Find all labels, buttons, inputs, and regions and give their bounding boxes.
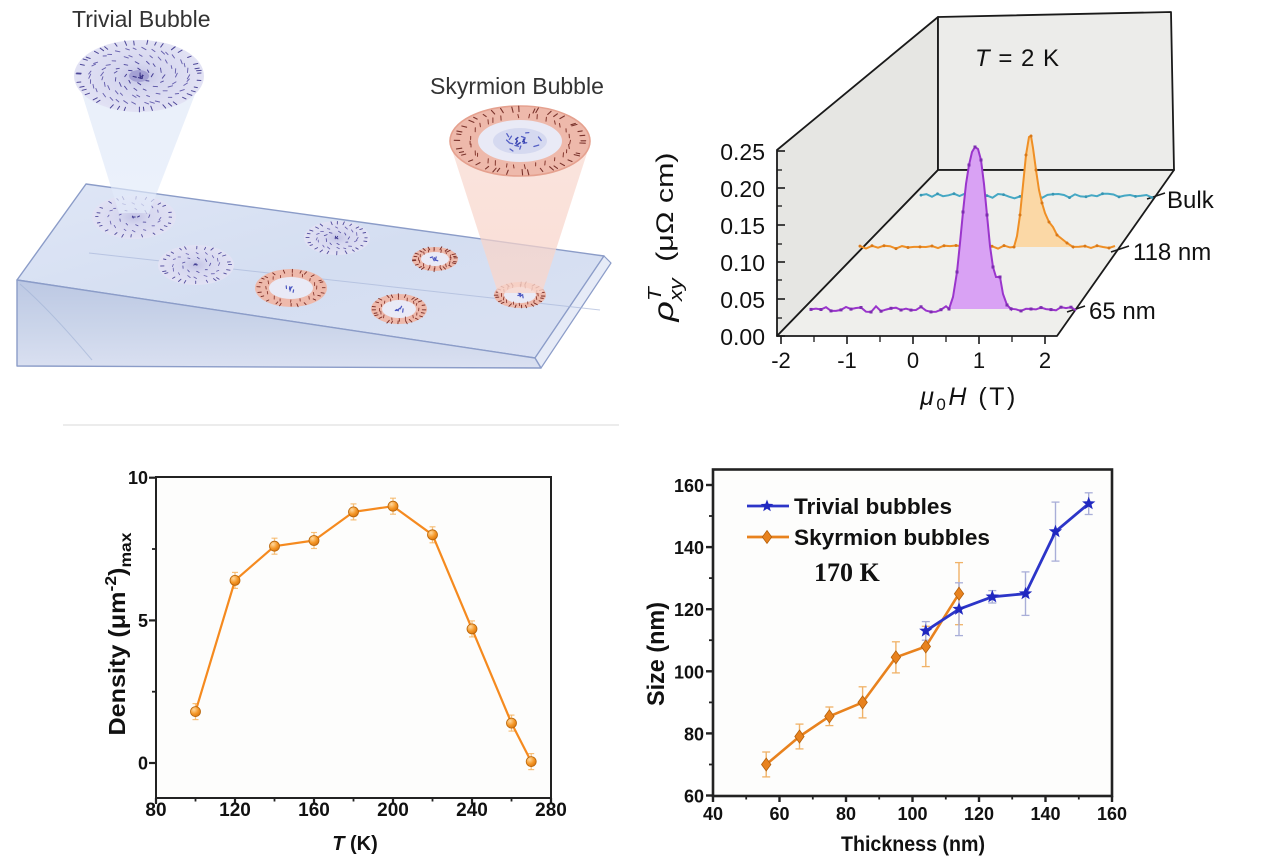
svg-text:160: 160 [674,476,704,496]
svg-text:120: 120 [219,800,251,821]
svg-text:0.05: 0.05 [720,287,765,313]
svg-text:Trivial Bubble: Trivial Bubble [72,6,210,32]
svg-text:60: 60 [684,787,704,807]
svg-text:-2: -2 [771,348,791,373]
svg-text:200: 200 [377,800,409,821]
svg-text:100: 100 [674,662,704,682]
svg-text:160: 160 [1097,804,1127,824]
svg-text:Bulk: Bulk [1167,187,1215,214]
svg-text:140: 140 [674,538,704,558]
svg-text:5: 5 [138,611,148,631]
svg-text:10: 10 [128,468,148,488]
svg-text:65 nm: 65 nm [1089,298,1156,325]
svg-text:0.00: 0.00 [720,324,765,350]
svg-text:0: 0 [907,348,919,373]
svg-text:Trivial bubbles: Trivial bubbles [794,494,952,519]
svg-text:160: 160 [298,800,330,821]
svg-text:80: 80 [684,724,704,744]
svg-text:2: 2 [1039,348,1051,373]
svg-text:Thickness (nm): Thickness (nm) [841,833,985,856]
svg-text:0.10: 0.10 [720,250,765,276]
svg-text:0.25: 0.25 [720,139,765,165]
svg-text:Skyrmion bubbles: Skyrmion bubbles [794,525,990,550]
svg-text:240: 240 [456,800,488,821]
svg-text:60: 60 [769,804,789,824]
svg-text:-1: -1 [837,348,857,373]
svg-text:0.15: 0.15 [720,213,765,239]
svg-text:T (K): T (K) [332,833,378,855]
svg-text:80: 80 [145,800,166,821]
svg-text:140: 140 [1030,804,1060,824]
svg-text:0.20: 0.20 [720,176,765,202]
svg-text:100: 100 [897,804,927,824]
svg-text:Size (nm): Size (nm) [643,602,670,706]
svg-text:Skyrmion Bubble: Skyrmion Bubble [430,73,604,99]
svg-text:120: 120 [674,600,704,620]
svg-text:μ0H (T): μ0H (T) [919,383,1018,414]
svg-text:280: 280 [535,800,567,821]
svg-text:80: 80 [836,804,856,824]
svg-text:40: 40 [703,804,723,824]
svg-text:0: 0 [138,754,148,774]
svg-text:118 nm: 118 nm [1133,239,1211,266]
svg-text:170 K: 170 K [814,558,881,587]
svg-text:T = 2 K: T = 2 K [975,45,1060,72]
svg-text:1: 1 [973,348,985,373]
svg-text:120: 120 [964,804,994,824]
